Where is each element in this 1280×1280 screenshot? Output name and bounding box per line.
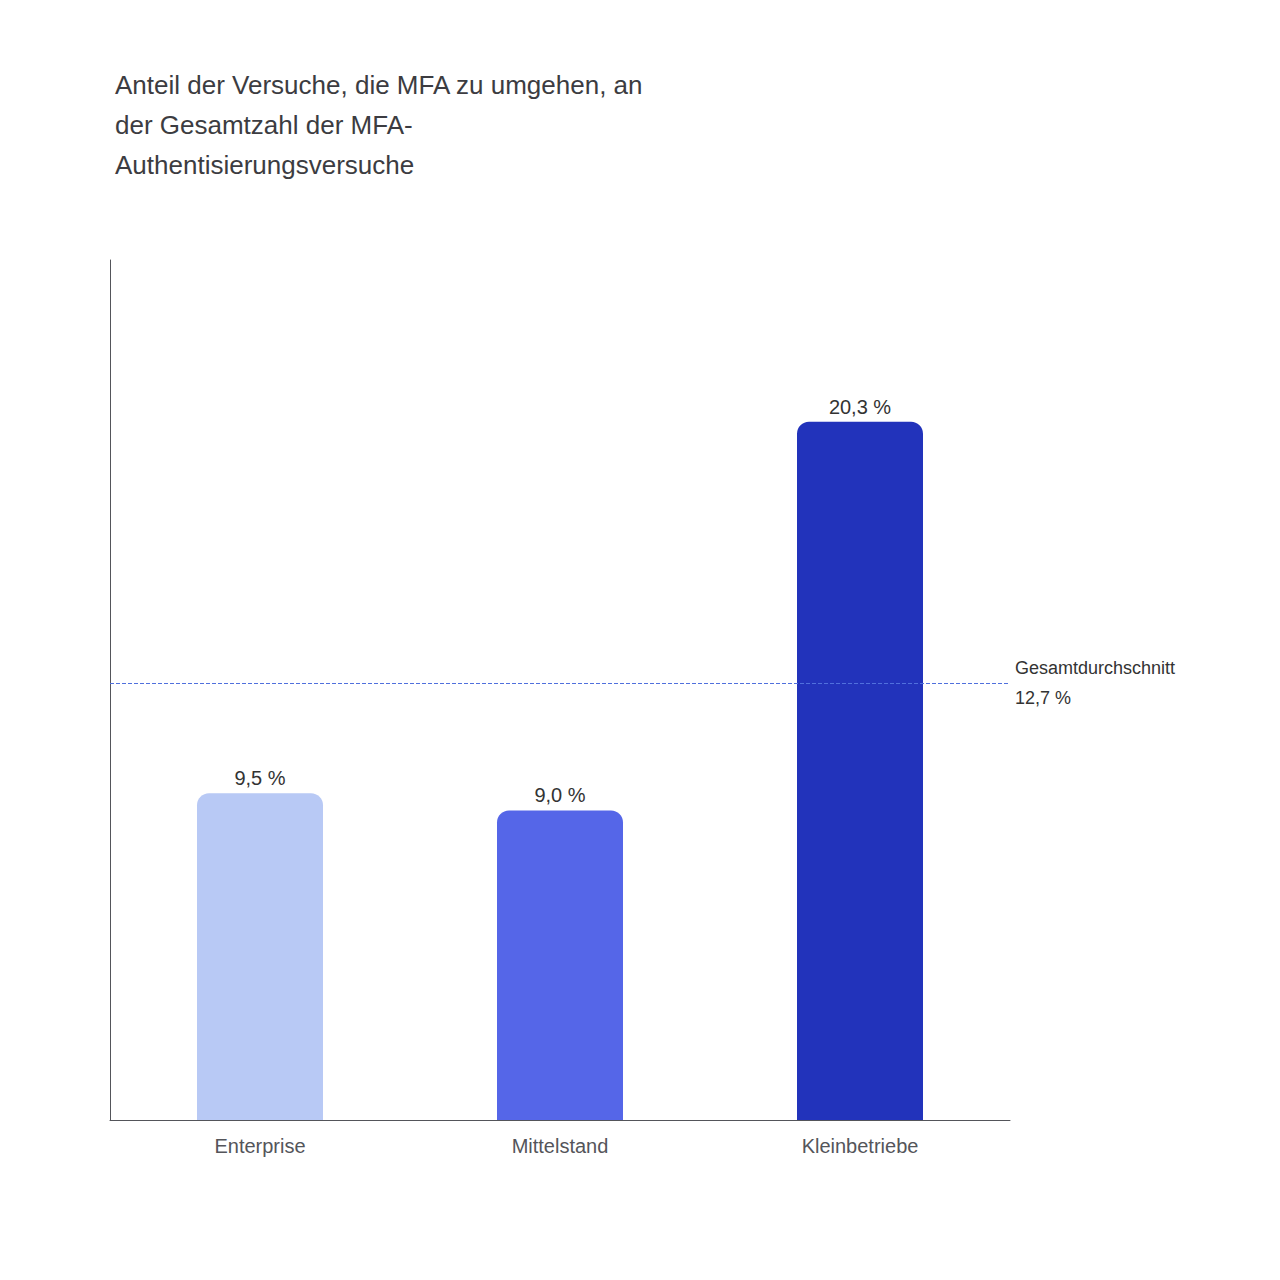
svg-text:Gesamtdurchschnitt: Gesamtdurchschnitt	[1015, 658, 1175, 678]
svg-text:9,0 %: 9,0 %	[534, 784, 585, 806]
svg-text:9,5 %: 9,5 %	[234, 767, 285, 789]
svg-text:Authentisierungsversuche: Authentisierungsversuche	[115, 150, 414, 180]
svg-text:20,3 %: 20,3 %	[829, 396, 891, 418]
svg-text:Anteil der Versuche, die MFA z: Anteil der Versuche, die MFA zu umgehen,…	[115, 70, 643, 100]
svg-text:Enterprise: Enterprise	[214, 1135, 305, 1157]
svg-text:der Gesamtzahl der MFA-: der Gesamtzahl der MFA-	[115, 110, 413, 140]
svg-text:Kleinbetriebe: Kleinbetriebe	[802, 1135, 919, 1157]
svg-text:12,7 %: 12,7 %	[1015, 688, 1071, 708]
svg-text:Mittelstand: Mittelstand	[512, 1135, 609, 1157]
